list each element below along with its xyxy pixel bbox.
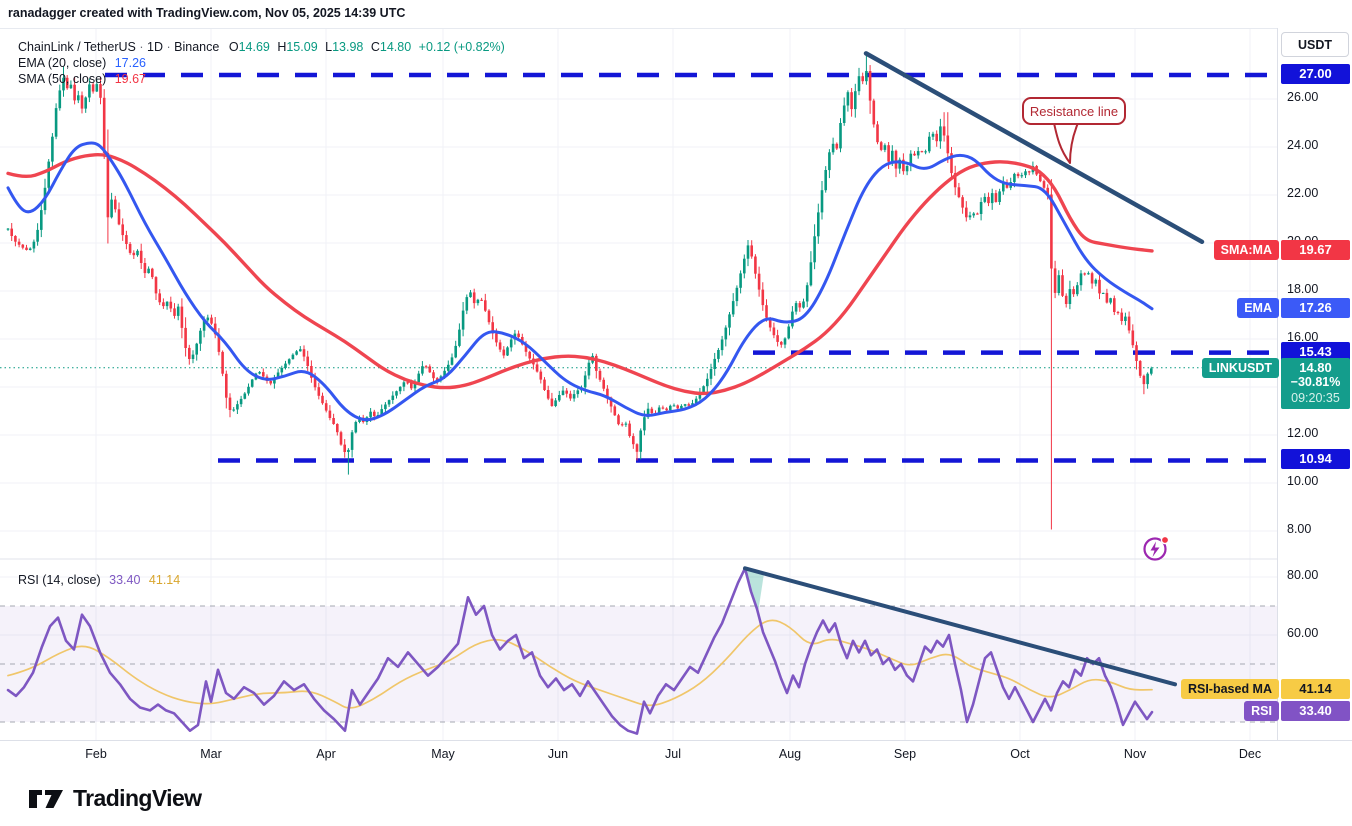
legend-separator: · [166,40,171,54]
price-tick: 16.00 [1287,330,1319,344]
level-badge-1094[interactable]: 10.94 [1281,449,1350,470]
price-tick: 8.00 [1287,522,1312,536]
chart-area[interactable]: ChainLink / TetherUS · 1D · Binance O14.… [0,28,1277,741]
symbol-legend: ChainLink / TetherUS · 1D · Binance O14.… [18,39,505,87]
last-price-badge[interactable]: LINKUSDT 14.80 −30.81% 09:20:35 [1201,357,1350,410]
tradingview-logo-mark [29,790,63,808]
month-label-apr: Apr [316,747,336,761]
symbol-name[interactable]: ChainLink / TetherUS [18,40,136,54]
level-badge-1543[interactable]: 15.43 [1281,341,1350,362]
ema-value: 17.26 [114,56,146,70]
price-tick: 26.00 [1287,90,1319,104]
exchange-label[interactable]: Binance [174,40,220,54]
flash-icon[interactable] [1141,533,1171,563]
level-value: 10.94 [1281,449,1350,470]
price-tick: 12.00 [1287,426,1319,440]
month-label-mar: Mar [200,747,222,761]
low-label: L [325,40,333,54]
sma-label[interactable]: SMA (50, close) [18,72,107,86]
attribution-text: ranadagger created with TradingView.com,… [8,6,406,20]
low-value: 13.98 [332,40,364,54]
month-label-dec: Dec [1238,747,1262,761]
bar-countdown: 09:20:35 [1291,390,1340,405]
ema-badge[interactable]: EMA 17.26 [1237,297,1350,318]
price-tick: 22.00 [1287,186,1319,200]
rsi-legend-row[interactable]: RSI (14, close) 33.40 41.14 [18,573,180,587]
change-value: +0.12 (+0.82%) [418,40,505,54]
level-value: 15.43 [1281,341,1350,362]
sma-value: 19.67 [1281,239,1350,260]
level-value: 27.00 [1281,64,1350,84]
rsi-tick: 60.00 [1287,626,1319,640]
last-price-value: 14.80 −30.81% 09:20:35 [1281,357,1350,410]
level-badge-27[interactable]: 27.00 [1281,64,1350,84]
callout-tail [1053,122,1079,164]
ema-tag: EMA [1237,297,1279,318]
symbol-legend-row[interactable]: ChainLink / TetherUS · 1D · Binance O14.… [18,39,505,55]
rsi-ma-tag: RSI-based MA [1180,678,1279,699]
lightning-bolt-icon [1150,541,1160,557]
rsi-value: 33.40 [1281,701,1350,722]
high-label: H [277,40,287,54]
sma-tag: SMA:MA [1213,239,1279,260]
last-price-tag: LINKUSDT [1201,357,1279,378]
high-value: 15.09 [286,40,318,54]
currency-toggle-button[interactable]: USDT [1281,32,1349,57]
close-label: C [370,40,380,54]
change-percent: −30.81% [1290,375,1341,390]
tradingview-logo-text: TradingView [73,784,202,811]
attribution-bar: ranadagger created with TradingView.com,… [0,0,1352,28]
price-tick: 24.00 [1287,138,1319,152]
rsi-tick: 80.00 [1287,568,1319,582]
rsi-ma-value: 41.14 [148,573,181,587]
rsi-value: 33.40 [109,573,141,587]
rsi-label[interactable]: RSI (14, close) [18,573,101,587]
interval-label[interactable]: 1D [147,40,164,54]
time-axis[interactable]: Feb Mar Apr May Jun Jul Aug Sep Oct Nov Dec [0,740,1352,766]
sma-badge[interactable]: SMA:MA 19.67 [1213,239,1350,260]
price-tick: 10.00 [1287,474,1319,488]
month-label-sep: Sep [893,747,917,761]
resistance-callout-text: Resistance line [1029,103,1119,119]
sma-value: 19.67 [114,72,146,86]
notification-dot [1160,535,1170,545]
ema-legend-row[interactable]: EMA (20, close) 17.26 [18,55,505,71]
month-label-nov: Nov [1123,747,1147,761]
close-value: 14.80 [379,40,412,54]
ema-label[interactable]: EMA (20, close) [18,56,107,70]
month-label-jul: Jul [665,747,681,761]
tradingview-logo[interactable]: TradingView [28,778,202,818]
month-label-oct: Oct [1010,747,1030,761]
open-label: O [228,40,239,54]
month-label-may: May [431,747,455,761]
open-value: 14.69 [238,40,270,54]
month-label-feb: Feb [85,747,107,761]
rsi-ma-badge[interactable]: RSI-based MA 41.14 [1180,678,1350,699]
month-label-aug: Aug [778,747,802,761]
sma-legend-row[interactable]: SMA (50, close) 19.67 [18,71,505,87]
price-tick: 18.00 [1287,282,1319,296]
chart-canvas[interactable] [0,29,1277,741]
rsi-badge[interactable]: RSI 33.40 [1244,701,1350,722]
legend-separator: · [139,40,144,54]
resistance-callout[interactable]: Resistance line [1022,97,1126,125]
last-price: 14.80 [1299,359,1332,375]
axis-badge-layer: 27.00 SMA:MA 19.67 EMA 17.26 15.43 LINKUSDT 14.… [0,28,1352,740]
rsi-tag: RSI [1244,701,1279,722]
rsi-ma-value: 41.14 [1281,678,1350,699]
ema-value: 17.26 [1281,297,1350,318]
month-label-jun: Jun [547,747,569,761]
